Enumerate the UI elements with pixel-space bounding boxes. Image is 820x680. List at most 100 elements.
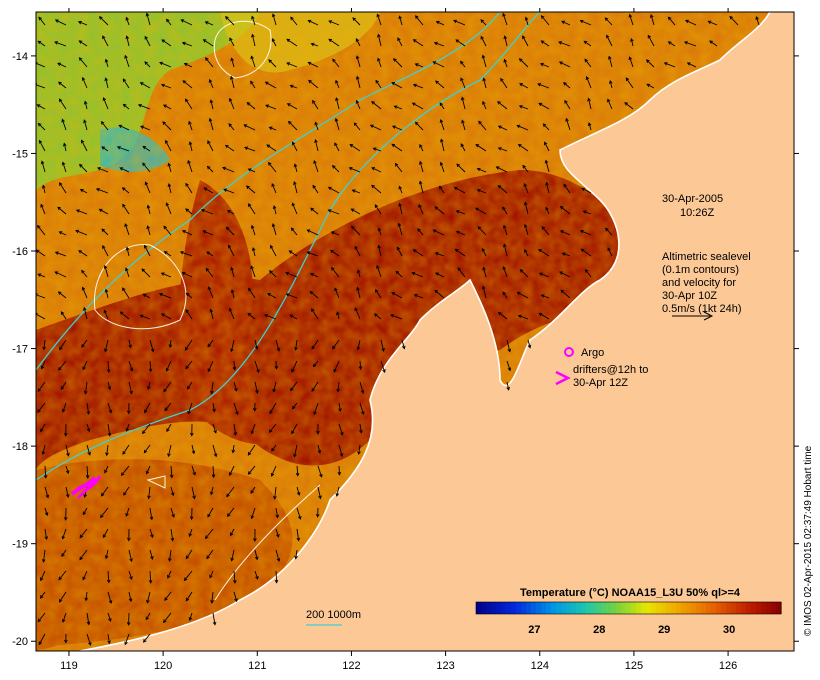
velocity-arrow-head (213, 429, 217, 434)
velocity-arrow (184, 570, 193, 581)
velocity-arrow-head (228, 97, 233, 102)
velocity-arrow (107, 612, 112, 622)
lat-tick-label: -20 (12, 636, 28, 648)
colorbar-cell (506, 602, 512, 614)
velocity-arrow (352, 17, 361, 26)
velocity-arrow-head (191, 450, 196, 455)
velocity-arrow (39, 140, 46, 152)
velocity-arrow-head (147, 495, 151, 500)
velocity-arrow-head (565, 117, 569, 122)
velocity-arrow-head (584, 268, 589, 273)
velocity-arrow-head (180, 19, 185, 23)
velocity-arrow-head (755, 16, 759, 20)
velocity-arrow-head (167, 162, 172, 167)
velocity-arrow (586, 76, 592, 89)
velocity-arrow (380, 339, 385, 352)
velocity-arrow (163, 225, 172, 236)
velocity-arrow-head (335, 97, 339, 101)
velocity-arrow (207, 140, 214, 152)
velocity-arrow-head (185, 292, 190, 297)
lon-tick-label: 124 (531, 660, 549, 672)
velocity-arrow (545, 182, 550, 194)
velocity-arrow (293, 181, 298, 194)
velocity-arrow (328, 38, 340, 47)
colorbar-cell (526, 602, 532, 614)
velocity-arrow (604, 17, 613, 26)
sealevel-contour (93, 243, 187, 330)
velocity-arrow-head (102, 35, 106, 40)
drifter-label: 30-Apr 12Z (573, 377, 628, 389)
velocity-arrow (191, 486, 196, 499)
velocity-arrow-head (394, 162, 399, 167)
velocity-arrow (435, 80, 445, 89)
velocity-arrow (559, 271, 571, 278)
velocity-arrow-head (356, 346, 361, 351)
velocity-arrow-head (61, 118, 65, 123)
colorbar-cell (666, 602, 672, 614)
velocity-arrow-head (58, 81, 62, 86)
velocity-arrow (40, 570, 46, 581)
velocity-arrow-head (192, 471, 196, 476)
velocity-arrow-head (306, 229, 311, 233)
velocity-arrow-head (518, 105, 523, 109)
drifter-track (70, 476, 97, 496)
velocity-arrow (250, 486, 256, 494)
velocity-arrow-head (254, 556, 259, 561)
velocity-arrow-head (291, 141, 296, 146)
velocity-arrow-head (310, 207, 314, 212)
velocity-arrow-head (59, 346, 63, 351)
velocity-arrow-head (372, 147, 377, 151)
velocity-arrow-head (79, 534, 84, 539)
velocity-arrow (393, 58, 403, 68)
colorbar-cell (511, 602, 517, 614)
velocity-arrow (285, 272, 298, 278)
velocity-arrow-head (83, 390, 88, 395)
velocity-arrow (392, 125, 403, 131)
velocity-arrow-head (128, 598, 133, 603)
velocity-arrow (85, 591, 88, 601)
velocity-arrow (207, 339, 214, 347)
colorbar-cell (541, 602, 547, 614)
velocity-arrow (522, 165, 529, 173)
velocity-arrow (107, 381, 111, 390)
velocity-arrow (295, 339, 298, 351)
velocity-arrow-head (255, 575, 259, 580)
velocity-arrow-head (411, 102, 416, 106)
velocity-arrow (59, 591, 67, 603)
velocity-arrow-head (503, 35, 508, 40)
velocity-arrow (313, 160, 319, 173)
altimetry-line: Altimetric sealevel (662, 251, 751, 263)
velocity-arrow (230, 528, 235, 536)
velocity-arrow-head (187, 410, 191, 415)
velocity-arrow (54, 41, 67, 47)
velocity-arrow-head (185, 98, 189, 103)
velocity-arrow (101, 228, 109, 236)
colorbar-cell (636, 602, 642, 614)
velocity-arrow-head (143, 639, 147, 643)
velocity-arrow (247, 313, 256, 320)
velocity-arrow-head (355, 38, 360, 42)
velocity-arrow-head (475, 207, 479, 211)
velocity-arrow (415, 63, 424, 68)
velocity-arrow-head (271, 223, 276, 228)
velocity-arrow (121, 465, 130, 476)
velocity-arrow-head (129, 558, 133, 563)
velocity-arrow (371, 167, 382, 173)
velocity-arrow-head (75, 229, 79, 234)
velocity-arrow-head (307, 19, 312, 24)
velocity-arrow (482, 55, 487, 68)
velocity-arrow-head (290, 16, 294, 21)
velocity-arrow-head (435, 20, 440, 25)
velocity-arrow (106, 444, 109, 456)
velocity-arrow-head (98, 208, 103, 213)
velocity-arrow (482, 267, 487, 278)
velocity-arrow-head (502, 291, 506, 296)
velocity-arrow (211, 381, 214, 394)
velocity-arrow (101, 146, 109, 152)
velocity-arrow-head (506, 386, 510, 391)
velocity-arrow (37, 104, 46, 110)
velocity-arrow (37, 273, 46, 278)
velocity-arrow (205, 528, 214, 539)
velocity-arrow (419, 144, 424, 152)
velocity-arrow (78, 21, 88, 26)
